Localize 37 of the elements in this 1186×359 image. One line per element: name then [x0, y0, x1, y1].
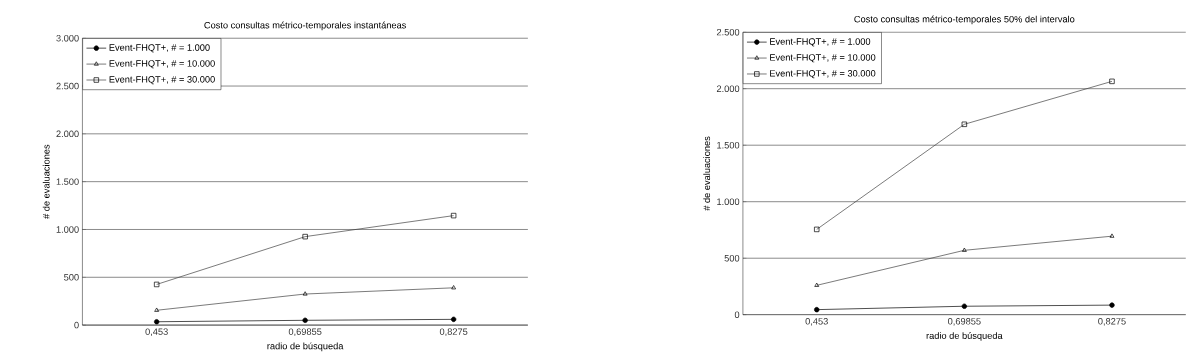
x-tick-label: 0,453: [145, 328, 168, 337]
y-axis-title: # de evaluaciones: [703, 136, 711, 211]
legend-label: Event-FHQT+, # = 1.000: [770, 38, 871, 47]
chart-title: Costo consultas métrico-temporales 50% del intervalo: [854, 15, 1075, 25]
x-axis-title: radio de búsqueda: [267, 342, 344, 352]
legend-label: Event-FHQT+, # = 30.000: [770, 70, 876, 79]
point: [154, 319, 160, 325]
y-tick-label: 2.500: [56, 82, 79, 90]
y-tick-label: 2.000: [56, 130, 79, 138]
y-tick-label: 0: [74, 321, 79, 329]
chart-title: Costo consultas métrico-temporales instantáneas: [204, 21, 407, 31]
y-tick-label: 1.000: [717, 198, 740, 206]
point: [302, 317, 308, 324]
y-tick-label: 500: [64, 274, 79, 281]
legend-label: Event-FHQT+, # = 10.000: [770, 54, 876, 63]
point: [1109, 302, 1115, 308]
point: [814, 307, 820, 313]
y-tick-label: 1.000: [56, 226, 79, 233]
y-tick-label: 0: [734, 311, 740, 319]
x-axis-title: radio de búsqueda: [926, 332, 1003, 341]
x-tick-label: 0,69855: [948, 318, 981, 326]
x-tick-label: 0,8275: [1098, 318, 1126, 326]
x-tick-label: 0,8275: [439, 328, 468, 337]
legend-label: Event-FHQT+, # = 30.000: [109, 76, 215, 85]
point: [450, 316, 457, 323]
y-axis-title: # de evaluaciones: [42, 144, 50, 219]
y-tick-label: 2.500: [716, 29, 740, 36]
x-tick-label: 0,69855: [288, 328, 322, 337]
legend-label: Event-FHQT+, # = 1.000: [109, 44, 210, 53]
x-tick-label: 0,453: [805, 318, 828, 326]
y-tick-label: 1.500: [56, 178, 79, 186]
y-tick-label: 500: [724, 255, 740, 262]
y-tick-label: 3.000: [56, 35, 79, 42]
y-tick-label: 2.000: [716, 85, 740, 93]
point: [961, 303, 968, 309]
y-tick-label: 1.500: [717, 142, 740, 149]
legend-label: Event-FHQT+, # = 10.000: [109, 60, 215, 69]
